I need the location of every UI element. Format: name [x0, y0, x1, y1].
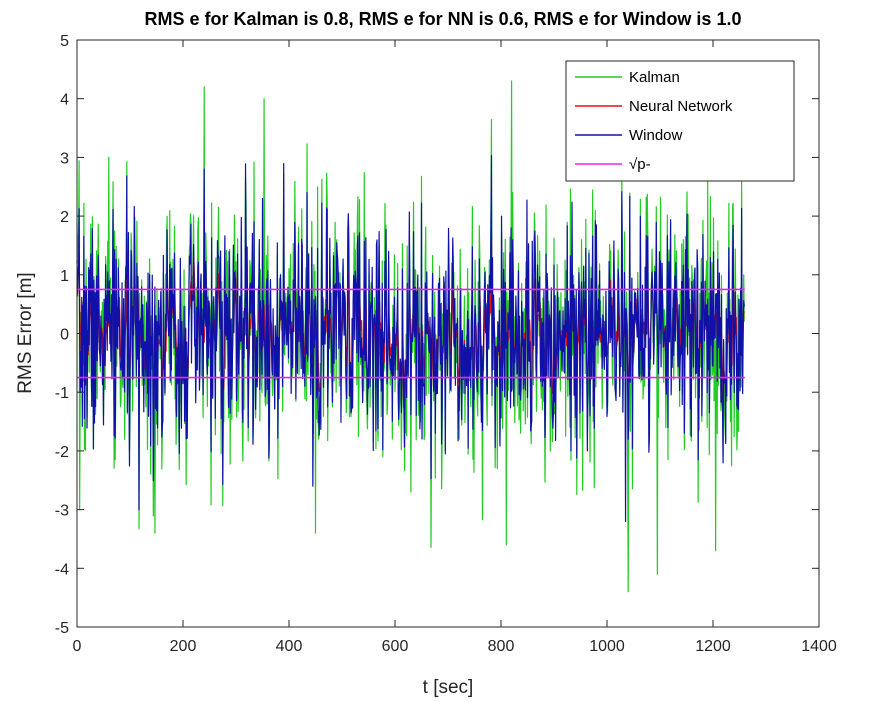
y-tick-label: -3	[55, 503, 69, 520]
y-tick-label: 2	[60, 209, 69, 226]
legend-entry-label: Window	[629, 127, 683, 144]
y-tick-label: 1	[60, 268, 69, 285]
legend-box	[565, 60, 795, 182]
y-tick-label: -4	[55, 561, 69, 578]
x-tick-label: 600	[382, 638, 409, 655]
chart-title: RMS e for Kalman is 0.8, RMS e for NN is…	[145, 9, 742, 29]
x-tick-label: 1000	[589, 638, 625, 655]
x-tick-label: 200	[170, 638, 197, 655]
legend: Kalman Neural Network Window √p-	[565, 60, 795, 182]
y-axis-label: RMS Error [m]	[15, 272, 36, 393]
x-tick-label: 400	[276, 638, 303, 655]
legend-entry-label: Kalman	[629, 69, 680, 86]
y-tick-label: -5	[55, 620, 69, 637]
x-tick-label: 1400	[801, 638, 837, 655]
y-tick-label: 5	[60, 33, 69, 50]
y-tick-label: -2	[55, 444, 69, 461]
legend-entry-label: Neural Network	[629, 98, 733, 115]
legend-entry-label: √p-	[629, 156, 651, 173]
series-window-line	[76, 154, 745, 522]
x-axis-label: t [sec]	[423, 677, 474, 698]
x-tick-label: 1200	[695, 638, 731, 655]
y-tick-label: -1	[55, 385, 69, 402]
y-tick-label: 4	[60, 92, 69, 109]
y-tick-label: 0	[60, 327, 69, 344]
x-tick-label: 800	[488, 638, 515, 655]
y-tick-label: 3	[60, 150, 69, 167]
x-tick-label: 0	[73, 638, 82, 655]
